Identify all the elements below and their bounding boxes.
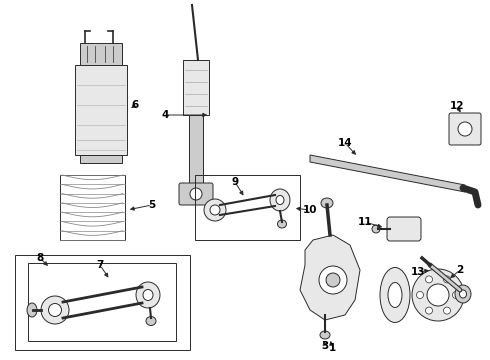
Bar [28, 263, 176, 341]
Bar [189, 115, 203, 185]
Ellipse shape [41, 296, 69, 324]
Ellipse shape [425, 307, 433, 314]
Ellipse shape [270, 189, 290, 211]
Bar [195, 175, 300, 240]
Ellipse shape [27, 303, 37, 317]
Ellipse shape [190, 188, 202, 200]
Text: 2: 2 [456, 265, 464, 275]
Ellipse shape [136, 282, 160, 308]
Ellipse shape [443, 276, 450, 283]
Text: 14: 14 [338, 138, 352, 148]
Polygon shape [300, 235, 360, 320]
Text: 5: 5 [148, 200, 156, 210]
Ellipse shape [380, 267, 410, 323]
Ellipse shape [388, 283, 402, 307]
Ellipse shape [210, 205, 220, 215]
Bar [80, 155, 122, 163]
Text: 9: 9 [231, 177, 239, 187]
FancyBboxPatch shape [387, 217, 421, 241]
Text: 8: 8 [36, 253, 44, 263]
Bar [183, 60, 209, 115]
Ellipse shape [452, 292, 460, 298]
Text: 4: 4 [161, 110, 169, 120]
Ellipse shape [319, 266, 347, 294]
Ellipse shape [320, 331, 330, 339]
Ellipse shape [326, 273, 340, 287]
Text: 10: 10 [303, 205, 317, 215]
Ellipse shape [443, 307, 450, 314]
Ellipse shape [277, 220, 287, 228]
Bar [75, 65, 127, 155]
Text: 3: 3 [321, 341, 329, 351]
FancyBboxPatch shape [179, 183, 213, 205]
Ellipse shape [146, 316, 156, 325]
Ellipse shape [321, 198, 333, 208]
Ellipse shape [204, 199, 226, 221]
Text: 13: 13 [411, 267, 425, 277]
Ellipse shape [416, 292, 423, 298]
Bar [80, 43, 122, 65]
Text: 7: 7 [97, 260, 104, 270]
Text: 6: 6 [131, 100, 139, 110]
Ellipse shape [412, 269, 464, 321]
Bar [15, 255, 190, 350]
Ellipse shape [372, 225, 380, 233]
Ellipse shape [49, 303, 62, 316]
Ellipse shape [455, 285, 471, 303]
Ellipse shape [427, 284, 449, 306]
Text: 12: 12 [450, 101, 464, 111]
Polygon shape [310, 155, 465, 192]
Ellipse shape [460, 290, 466, 298]
FancyBboxPatch shape [449, 113, 481, 145]
Text: 11: 11 [358, 217, 372, 227]
Ellipse shape [458, 122, 472, 136]
Ellipse shape [143, 289, 153, 301]
Text: 1: 1 [328, 343, 336, 353]
Ellipse shape [276, 195, 284, 204]
Bar [60, 175, 125, 240]
Ellipse shape [425, 276, 433, 283]
